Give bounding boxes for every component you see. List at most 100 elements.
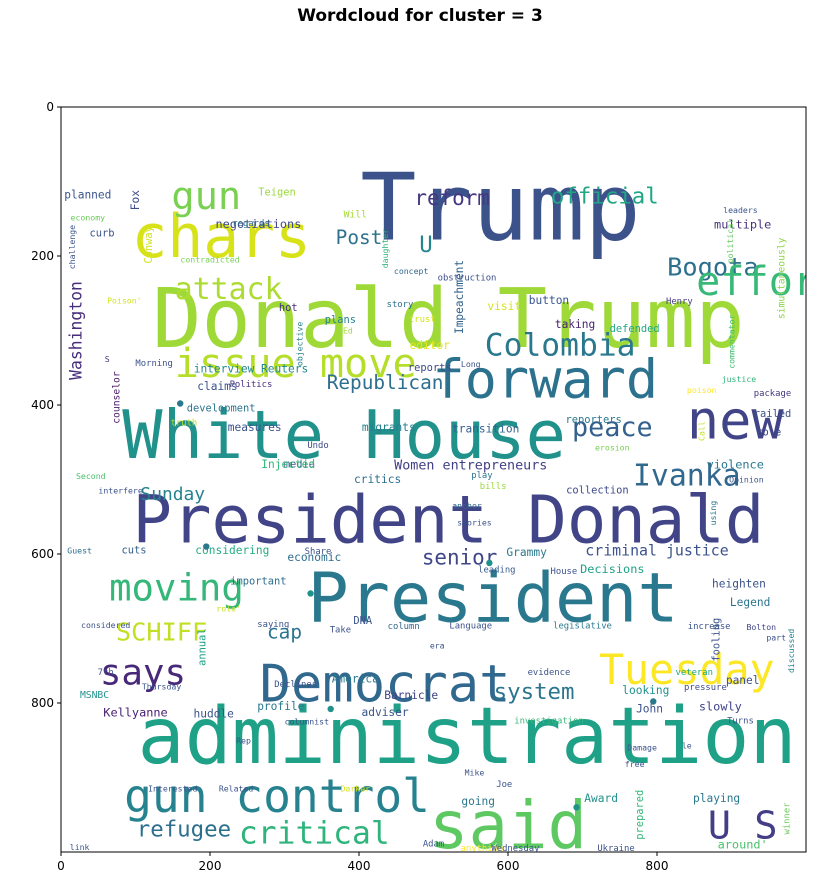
wordcloud-word: gun — [171, 174, 241, 219]
wordcloud-word: le — [682, 740, 692, 750]
wordcloud-word: role' — [216, 603, 241, 613]
wordcloud-word: considering — [195, 544, 269, 557]
wordcloud-word: profile — [257, 700, 304, 713]
wordcloud-word: forward — [432, 347, 658, 410]
wordcloud-word: increase — [688, 622, 731, 632]
plot-frame — [60, 106, 807, 853]
wordcloud-word: investigation — [514, 717, 583, 727]
wordcloud-word: curb — [89, 228, 114, 240]
wordcloud-word: era — [430, 641, 445, 651]
wordcloud-word: Share — [305, 547, 332, 557]
wordcloud-word: Joe — [496, 780, 512, 790]
wordcloud-word: John — [636, 702, 663, 715]
wordcloud-word: Trump — [360, 154, 640, 262]
wordcloud-word: column — [388, 622, 420, 632]
wordcloud-word: slowly — [699, 700, 742, 714]
y-tick-label: 800 — [31, 696, 54, 710]
wordcloud-word: considered — [81, 620, 130, 630]
wordcloud-word: regards — [232, 219, 269, 229]
wordcloud-word: free — [625, 759, 645, 769]
wordcloud-word: Morning — [135, 359, 172, 369]
wordcloud-word: challenge — [67, 225, 77, 269]
wordcloud-word: House — [551, 567, 578, 577]
wordcloud-word: critical — [239, 815, 390, 851]
wordcloud-word: Decisions — [580, 562, 644, 576]
wordcloud-word: issue move — [175, 341, 417, 387]
wordcloud-word: Ivanka — [633, 458, 741, 493]
wordcloud-word: chars — [131, 203, 310, 272]
wordcloud-word: stories — [457, 518, 492, 528]
wordcloud-word: attack — [175, 272, 283, 307]
x-tick-label: 200 — [199, 859, 222, 873]
wordcloud-dot — [177, 400, 184, 407]
x-tick-label: 600 — [497, 859, 520, 873]
wordcloud-word: criminal justice — [585, 541, 728, 559]
wordcloud-word: reform — [414, 186, 489, 210]
wordcloud-word: railed — [754, 408, 792, 420]
wordcloud-word: panel — [726, 674, 760, 687]
wordcloud-word: says — [100, 653, 186, 694]
wordcloud-word: reports — [408, 362, 452, 374]
wordcloud-word: White House — [122, 396, 566, 474]
wordcloud-word: Wednesday — [491, 844, 539, 854]
wordcloud-word: columnist — [285, 717, 329, 727]
wordcloud-word: Henry — [666, 297, 693, 307]
wordcloud-word: concept — [394, 266, 429, 276]
wordcloud-word: Thursday — [142, 682, 182, 692]
wordcloud-word: Injected — [261, 458, 315, 471]
wordcloud-word: contradicted — [180, 255, 239, 265]
wordcloud-word: development — [187, 403, 256, 415]
wordcloud-word: button — [529, 294, 569, 307]
y-tick-label: 0 — [46, 100, 54, 114]
wordcloud-word: Politics — [230, 380, 273, 390]
wordcloud-word: measures — [228, 421, 282, 434]
wordcloud-word: using — [708, 501, 718, 526]
wordcloud-word: SCHIFF — [116, 618, 207, 647]
wordcloud-word: Related — [219, 784, 254, 794]
wordcloud-word: political — [725, 219, 735, 263]
wordcloud-word: Second — [76, 471, 106, 481]
wordcloud-word: adviser — [361, 706, 408, 719]
wordcloud-word: discussed — [786, 629, 796, 673]
wordcloud-word: reporters — [566, 414, 622, 426]
wordcloud-word: 7th — [98, 668, 114, 678]
wordcloud-word: Opinion — [729, 475, 764, 485]
wordcloud-word: fooling — [711, 618, 723, 662]
wordcloud-word: S — [105, 354, 110, 364]
wordcloud-word: counselor — [111, 371, 122, 424]
wordcloud-word: cuts — [121, 544, 146, 556]
wordcloud-word: cap — [267, 621, 302, 644]
wordcloud-word: heighten — [712, 577, 766, 590]
y-tick-label: 400 — [31, 398, 54, 412]
wordcloud-word: Language — [449, 621, 492, 631]
wordcloud-word: objective — [294, 322, 304, 366]
wordcloud-word: refugee — [137, 817, 231, 843]
wordcloud-word: senior — [422, 546, 497, 570]
wordcloud-word: visit — [487, 300, 521, 313]
wordcloud-word: truth — [171, 419, 198, 429]
wordcloud-word: Legend — [730, 596, 770, 609]
wordcloud-word: Conway — [143, 226, 155, 264]
wordcloud-word: Darker — [340, 784, 370, 794]
wordcloud-word: Republican — [327, 371, 444, 394]
x-tick-label: 0 — [57, 859, 65, 873]
wordcloud-word: transition — [452, 422, 519, 435]
wordcloud-word: Turns — [727, 717, 754, 727]
wordcloud-word: Donald Trump — [152, 272, 744, 367]
wordcloud-word: violence — [707, 458, 764, 472]
wordcloud-word: Damage — [627, 743, 657, 753]
wordcloud-word: huddle — [194, 708, 235, 721]
wordcloud-word: anchor — [452, 501, 482, 511]
wordcloud-word: hot — [279, 302, 298, 314]
wordcloud-word: veteran — [676, 668, 713, 678]
wordcloud-word: said — [429, 788, 587, 864]
wordcloud-word: editor — [410, 339, 451, 352]
wordcloud-word: multiple — [714, 218, 771, 232]
wordcloud-word: justice — [722, 374, 757, 384]
wordcloud-word: Mike — [465, 767, 485, 777]
x-tick-label: 400 — [348, 859, 371, 873]
wordcloud-word: play — [471, 471, 492, 481]
x-tick-label: 800 — [646, 859, 669, 873]
wordcloud-word: Tuesday — [599, 645, 775, 694]
wordcloud-word: U — [419, 232, 432, 258]
